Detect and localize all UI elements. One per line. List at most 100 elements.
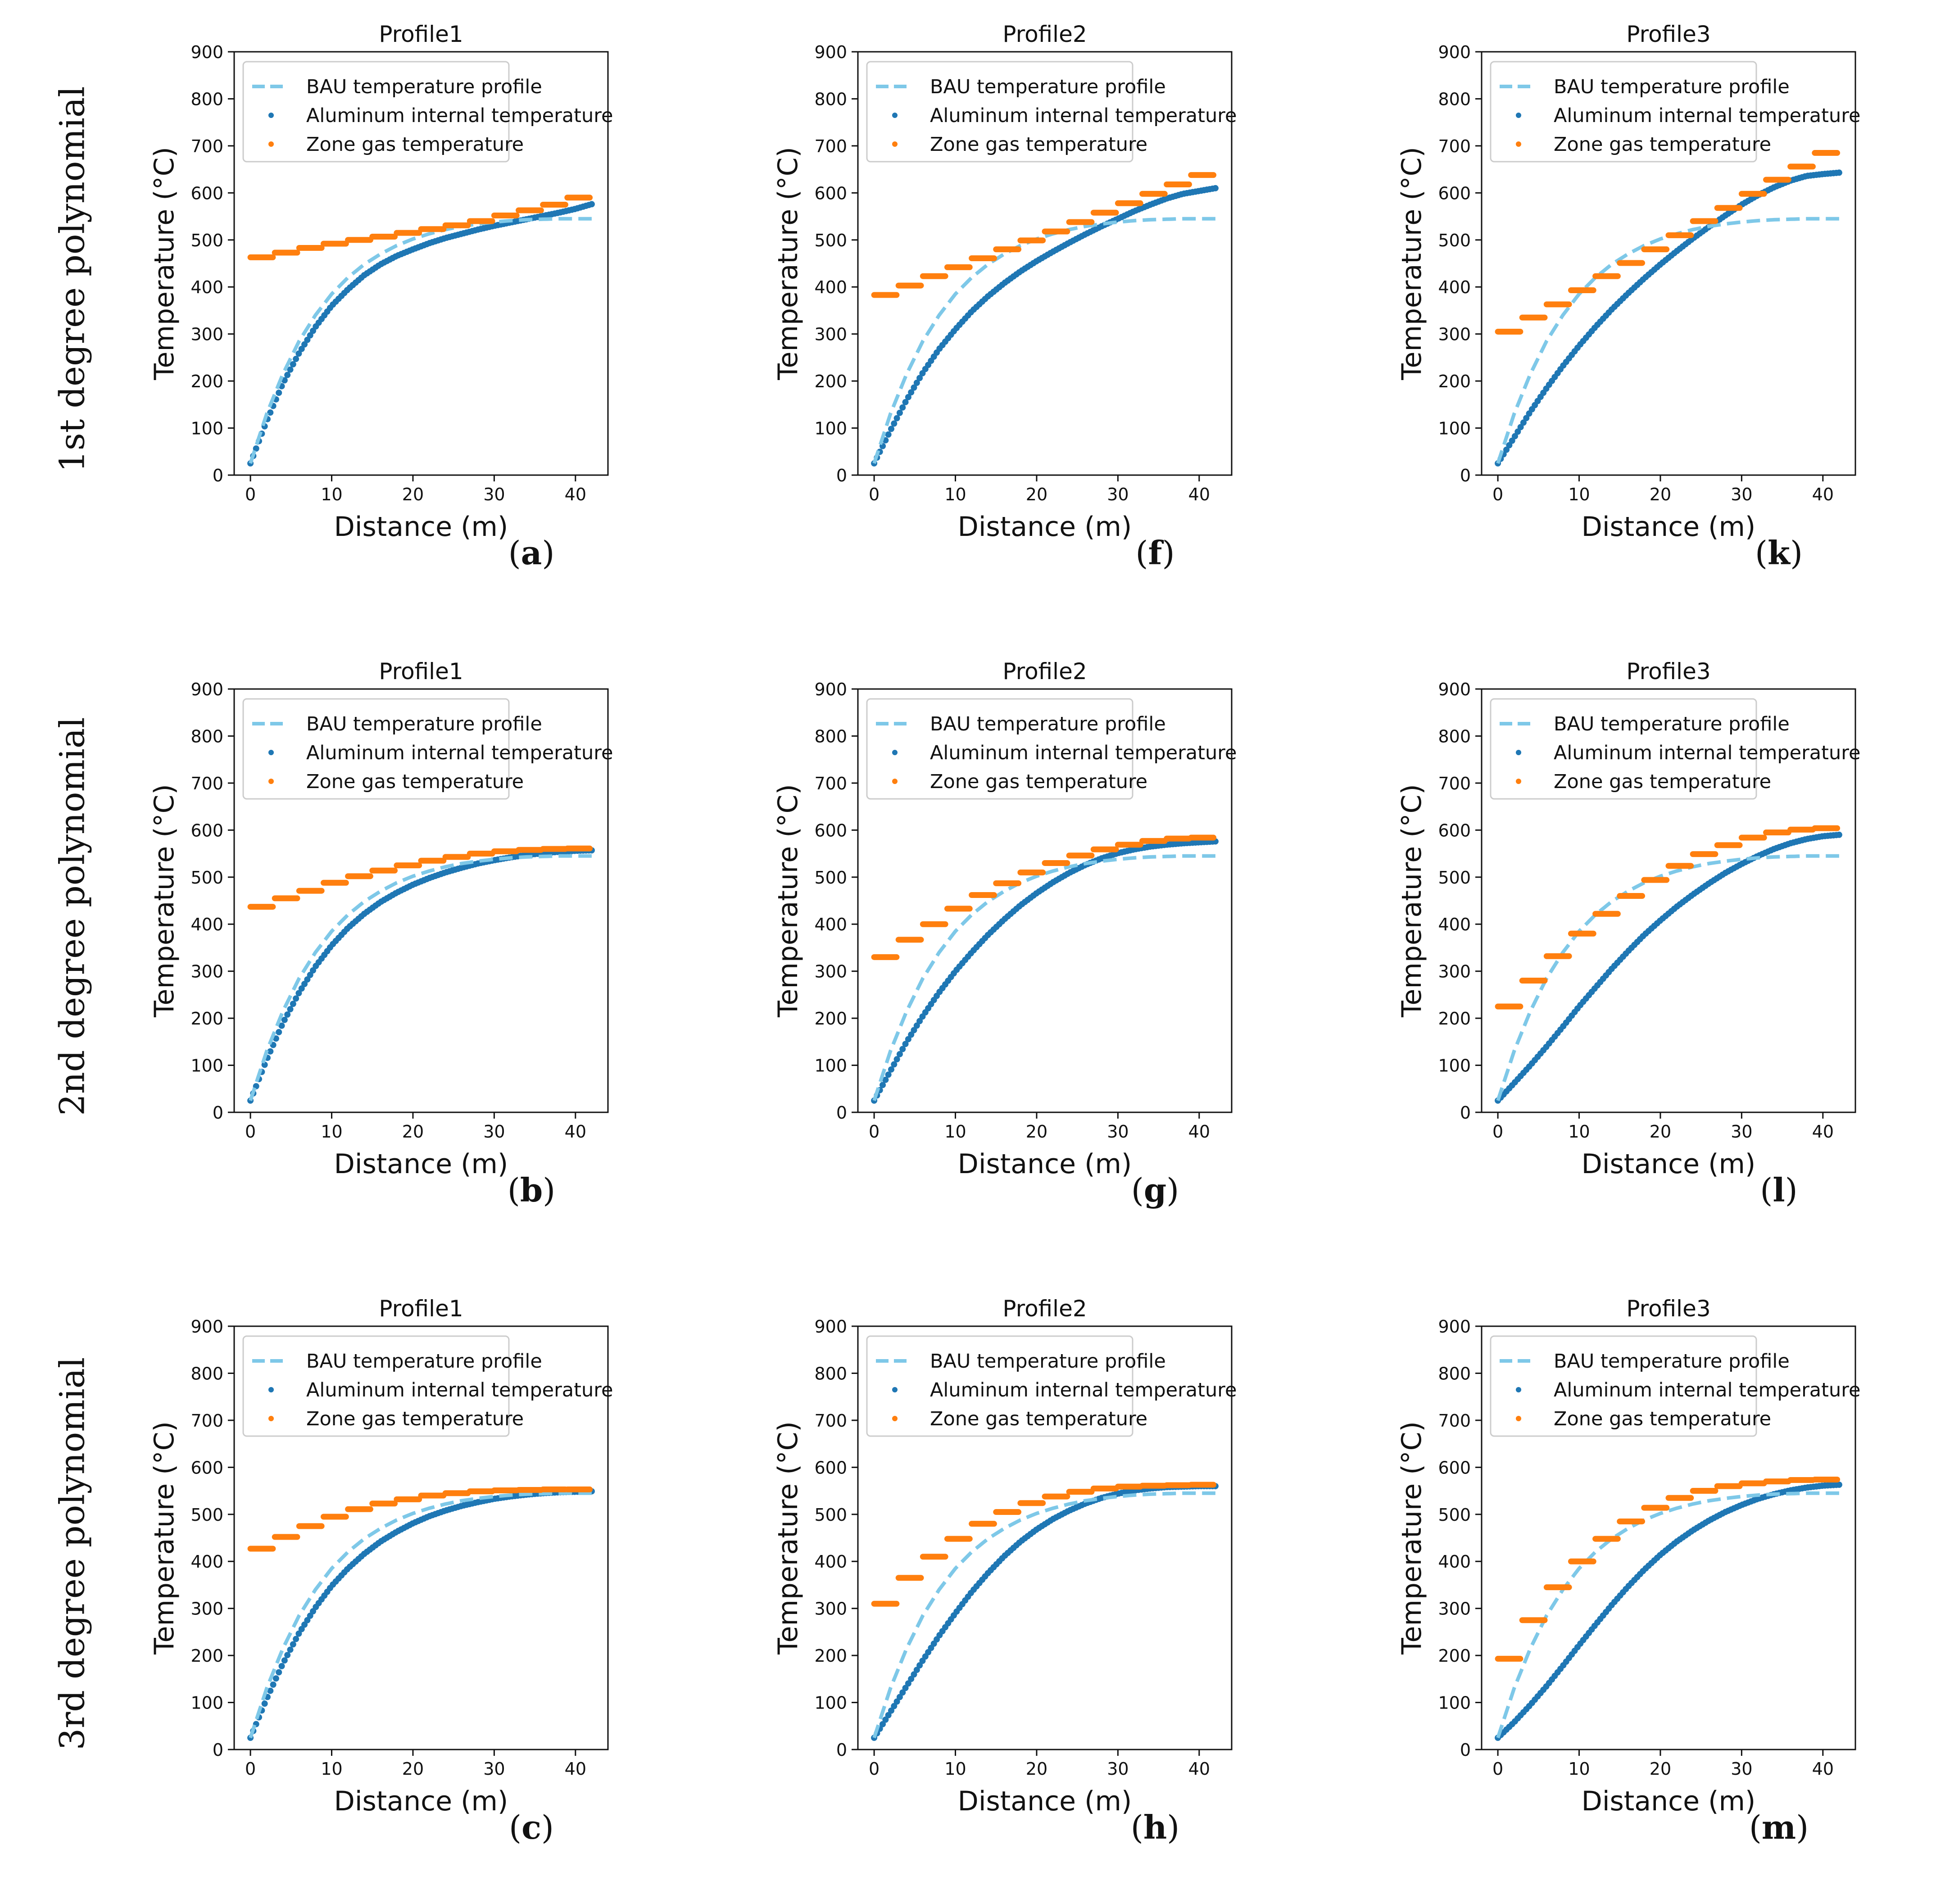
- panel-caption-c: (c): [508, 1808, 554, 1846]
- y-tick-label: 300: [814, 1599, 847, 1619]
- aluminum-point: [301, 341, 308, 348]
- x-tick-label: 0: [245, 1759, 256, 1779]
- plot-frame: [857, 51, 1233, 476]
- aluminum-point: [298, 985, 305, 992]
- y-tick-label: 300: [1438, 325, 1471, 345]
- legend-box: [866, 698, 1133, 800]
- legend-box: [1490, 1335, 1757, 1437]
- y-tick-label: 500: [814, 231, 847, 250]
- y-tick-label: 200: [190, 372, 223, 391]
- aluminum-point: [888, 426, 894, 432]
- x-tick-label: 10: [944, 1759, 966, 1779]
- series-aluminum: [871, 838, 1219, 1104]
- y-tick-label: 800: [190, 89, 223, 109]
- aluminum-point: [287, 366, 294, 373]
- y-tick-label: 900: [190, 680, 223, 699]
- plot-area: [871, 834, 1219, 1104]
- series-bau-line: [1496, 1491, 1839, 1739]
- aluminum-point: [896, 409, 903, 416]
- chart-title: Profile1: [379, 658, 463, 685]
- chart-panel-f: Profile2 0 100 200 300 400 500 600 700 800 900 0 10 2…: [745, 0, 1385, 572]
- aluminum-point: [916, 375, 923, 381]
- aluminum-point: [1503, 446, 1510, 453]
- aluminum-point: [888, 1707, 894, 1714]
- panel-caption-h: (h): [1130, 1808, 1180, 1846]
- x-tick-label: 10: [321, 1122, 342, 1142]
- y-tick-label: 300: [1438, 962, 1471, 982]
- aluminum-point: [913, 1667, 920, 1673]
- aluminum-point: [893, 415, 900, 422]
- legend-box: [242, 698, 510, 800]
- aluminum-point: [896, 1694, 903, 1700]
- x-tick-label: 40: [1188, 485, 1210, 504]
- aluminum-point: [287, 1006, 294, 1013]
- series-aluminum: [871, 1483, 1219, 1741]
- aluminum-point: [1836, 169, 1842, 176]
- panel-caption-letter: m: [1761, 1808, 1796, 1846]
- legend-box: [1490, 61, 1757, 163]
- x-axis-label: Distance (m): [1582, 511, 1756, 543]
- legend-swatch-zone: [268, 1416, 274, 1421]
- y-tick-label: 200: [814, 372, 847, 391]
- y-axis-label: Temperature (°C): [1396, 147, 1428, 381]
- aluminum-point: [278, 1022, 285, 1029]
- y-tick-label: 0: [1460, 466, 1471, 485]
- chart-legend: BAU temperature profile Aluminum internal…: [1490, 698, 1860, 800]
- series-aluminum: [1495, 169, 1842, 467]
- x-axis-label: Distance (m): [334, 1786, 508, 1817]
- y-axis-label: Temperature (°C): [772, 147, 804, 381]
- legend-swatch-aluminum: [268, 113, 274, 118]
- x-tick-label: 10: [321, 485, 342, 504]
- aluminum-point: [304, 336, 311, 343]
- series-bau-line: [872, 854, 1215, 1102]
- x-tick-label: 40: [1188, 1759, 1210, 1779]
- x-tick-label: 30: [483, 1759, 505, 1779]
- y-tick-label: 600: [814, 1458, 847, 1478]
- panel-caption-g: (g): [1131, 1171, 1179, 1209]
- panel-caption-letter: g: [1143, 1171, 1167, 1209]
- y-tick-label: 900: [1438, 680, 1471, 699]
- y-tick-label: 0: [213, 1103, 223, 1123]
- legend-label-bau: BAU temperature profile: [1554, 713, 1790, 735]
- aluminum-point: [293, 1636, 299, 1642]
- y-tick-label: 400: [1438, 915, 1471, 934]
- y-tick-label: 200: [1438, 1009, 1471, 1029]
- aluminum-point: [916, 1018, 923, 1025]
- x-tick-label: 30: [1107, 1122, 1129, 1142]
- x-tick-label: 20: [1650, 1759, 1671, 1779]
- legend-swatch-aluminum: [1516, 113, 1521, 118]
- x-axis-label: Distance (m): [958, 511, 1132, 543]
- aluminum-point: [905, 394, 911, 400]
- y-tick-label: 100: [190, 419, 223, 439]
- chart-panel-a: Profile1 0 100 200 300 400 500 600 700 800 900 0 10 2…: [122, 0, 761, 572]
- y-axis-label: Temperature (°C): [1396, 784, 1428, 1018]
- y-tick-label: 300: [190, 1599, 223, 1619]
- y-tick-label: 800: [1438, 1364, 1471, 1383]
- x-tick-label: 40: [1812, 485, 1834, 504]
- aluminum-point: [913, 380, 920, 386]
- aluminum-point: [902, 1041, 909, 1047]
- legend-label-aluminum: Aluminum internal temperature: [306, 104, 613, 127]
- x-tick-label: 40: [1812, 1122, 1834, 1142]
- aluminum-point: [1517, 424, 1524, 431]
- legend-box: [866, 1335, 1133, 1437]
- aluminum-point: [295, 990, 302, 997]
- aluminum-point: [287, 1646, 294, 1653]
- x-tick-label: 10: [944, 1122, 966, 1142]
- y-axis-label: Temperature (°C): [772, 1421, 804, 1655]
- plot-area: [247, 1486, 595, 1741]
- y-tick-label: 800: [814, 89, 847, 109]
- legend-swatch-aluminum: [892, 1387, 898, 1392]
- aluminum-point: [293, 356, 299, 363]
- y-tick-label: 600: [1438, 1458, 1471, 1478]
- x-tick-label: 30: [1731, 1122, 1752, 1142]
- legend-label-zone: Zone gas temperature: [930, 771, 1147, 793]
- panel-caption-b: (b): [507, 1171, 556, 1209]
- y-tick-label: 500: [1438, 231, 1471, 250]
- chart-svg-b: Profile1 0 100 200 300 400 500 600 700 800 900 0 10 2…: [149, 658, 613, 1180]
- aluminum-point: [261, 1700, 268, 1707]
- x-tick-label: 40: [1812, 1759, 1834, 1779]
- aluminum-point: [1836, 1481, 1842, 1488]
- series-zone: [247, 1486, 593, 1552]
- y-tick-label: 600: [190, 183, 223, 203]
